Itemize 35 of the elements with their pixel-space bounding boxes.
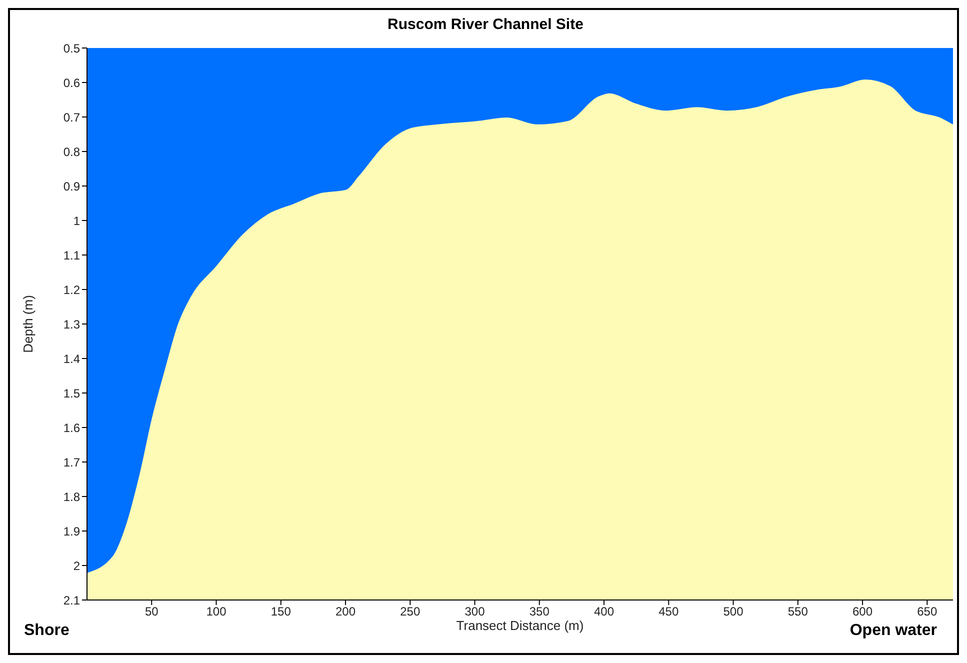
y-tick-label: 1 [73, 214, 80, 228]
x-tick-label: 250 [400, 604, 420, 619]
x-tick-label: 500 [723, 604, 744, 619]
y-tick-label: 2 [73, 558, 80, 573]
x-tick-label: 650 [917, 604, 938, 619]
chart-title: Ruscom River Channel Site [386, 16, 584, 33]
y-tick-label: 0.7 [63, 110, 80, 124]
y-tick-label: 2.1 [63, 593, 80, 608]
x-axis-title: Transect Distance (m) [456, 618, 584, 633]
y-tick-label: 1.7 [63, 455, 80, 470]
y-tick-label: 0.8 [63, 144, 80, 159]
x-tick-label: 150 [270, 604, 292, 619]
y-tick-label: 1.3 [63, 317, 80, 332]
y-tick-label: 1.5 [63, 386, 80, 400]
y-tick-label: 1.4 [63, 352, 80, 366]
y-tick-label: 0.9 [63, 179, 80, 194]
y-tick-label: 1.6 [63, 420, 80, 435]
y-tick-label: 1.2 [63, 282, 80, 297]
x-tick-label: 350 [529, 604, 550, 619]
x-tick-label: 450 [658, 604, 679, 619]
x-tick-label: 400 [594, 604, 614, 619]
x-tick-label: 550 [788, 604, 808, 619]
x-tick-label: 300 [464, 604, 486, 619]
y-tick-label: 1.9 [63, 524, 80, 538]
x-tick-label: 100 [206, 604, 227, 619]
text: Open water [850, 622, 937, 640]
y-tick-label: 0.5 [63, 41, 80, 56]
x-tick-label: 50 [144, 604, 159, 619]
y-tick-label: 1.8 [63, 490, 80, 504]
text: Shore [24, 622, 70, 640]
y-tick-label: 0.6 [63, 76, 80, 90]
x-tick-label: 600 [852, 604, 873, 619]
y-tick-label: 1.1 [63, 248, 80, 262]
x-tick-label: 200 [335, 604, 356, 619]
y-axis-title: Depth (m) [20, 295, 36, 353]
